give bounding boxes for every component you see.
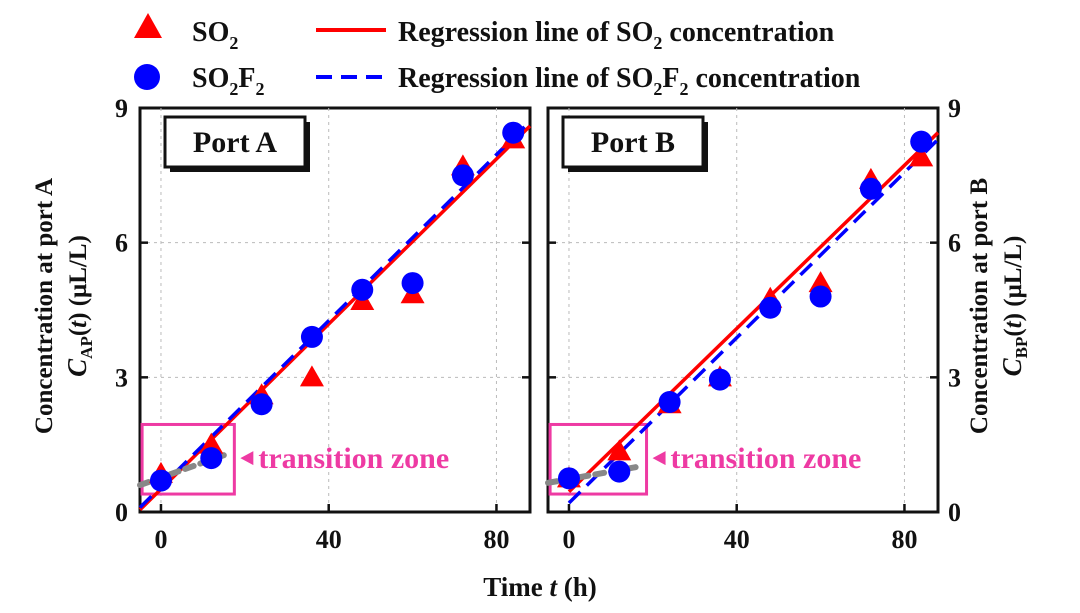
port-label: Port B — [591, 126, 675, 159]
plot-frame-a — [138, 106, 532, 514]
plot-frame-b — [546, 106, 940, 514]
right-axis-title: Concentration at port B — [966, 178, 993, 434]
x-tick-label: 0 — [562, 525, 575, 554]
so2f2-point — [759, 296, 782, 319]
y-tick-label: 6 — [948, 229, 961, 258]
so2-point — [909, 145, 934, 167]
y-tick-label: 0 — [115, 498, 128, 527]
so2f2-point — [451, 164, 474, 187]
legend-reg-so2-label: Regression line of SO2 concentration — [398, 17, 835, 53]
y-tick-label: 3 — [948, 363, 961, 392]
transition-zone-label: transition zone — [671, 442, 862, 475]
so2f2-point — [708, 368, 731, 391]
legend-so2f2-label: SO2F2 — [192, 63, 264, 99]
y-tick-label: 0 — [948, 498, 961, 527]
so2f2-point — [859, 177, 882, 200]
right-axis-symbol: CBP(t) (μL/L) — [997, 236, 1031, 377]
panel-port-a: 0 40 80 0 3 6 9 Port A transition zone — [115, 94, 532, 554]
transition-zone-box — [140, 422, 236, 496]
y-tick-label: 6 — [115, 229, 128, 258]
x-axis-title: Time t (h) — [483, 572, 597, 602]
left-axis-symbol: CAP(t) (μL/L) — [62, 235, 96, 377]
so2f2-point — [658, 391, 681, 414]
so2f2-point — [809, 285, 832, 308]
x-tick-label: 0 — [154, 525, 167, 554]
legend: SO2 SO2F2 Regression line of SO2 concent… — [134, 13, 861, 99]
so2-point — [299, 365, 324, 387]
transition-zone-box — [548, 422, 649, 496]
so2f2-point — [250, 393, 273, 416]
panel-port-b: 0 40 80 0 3 6 9 Port B transition zone — [545, 94, 961, 554]
transition-arrow — [240, 451, 254, 466]
transition-arrow — [652, 451, 666, 466]
legend-so2-marker — [134, 13, 162, 38]
so2f2-point — [910, 130, 933, 153]
so2f2-point — [502, 121, 525, 144]
y-tick-label: 9 — [115, 94, 128, 123]
x-tick-label: 80 — [483, 525, 509, 554]
regression-line-so2 — [567, 131, 940, 494]
x-tick-label: 80 — [891, 525, 917, 554]
so2f2-point — [557, 467, 580, 490]
so2f2-point — [608, 460, 631, 483]
regression-line-so2f2 — [567, 138, 940, 505]
so2f2-point — [300, 325, 323, 348]
y-tick-label: 9 — [948, 94, 961, 123]
left-axis-title: Concentration at port A — [31, 178, 58, 434]
so2f2-point — [149, 469, 172, 492]
so2-point — [199, 432, 224, 454]
so2f2-point — [351, 278, 374, 301]
transition-zone-label: transition zone — [258, 442, 449, 475]
legend-so2-label: SO2 — [192, 17, 238, 53]
so2-point — [607, 439, 632, 461]
so2f2-point — [401, 272, 424, 295]
port-label: Port A — [193, 126, 277, 159]
port-label-box — [561, 115, 705, 169]
so2f2-point — [200, 447, 223, 470]
x-tick-label: 40 — [724, 525, 750, 554]
legend-reg-so2f2-label: Regression line of SO2F2 concentration — [398, 63, 861, 99]
legend-so2f2-marker — [134, 64, 160, 90]
port-label-box — [163, 115, 307, 169]
x-tick-label: 40 — [316, 525, 342, 554]
y-tick-label: 3 — [115, 363, 128, 392]
so2-point — [808, 271, 833, 293]
